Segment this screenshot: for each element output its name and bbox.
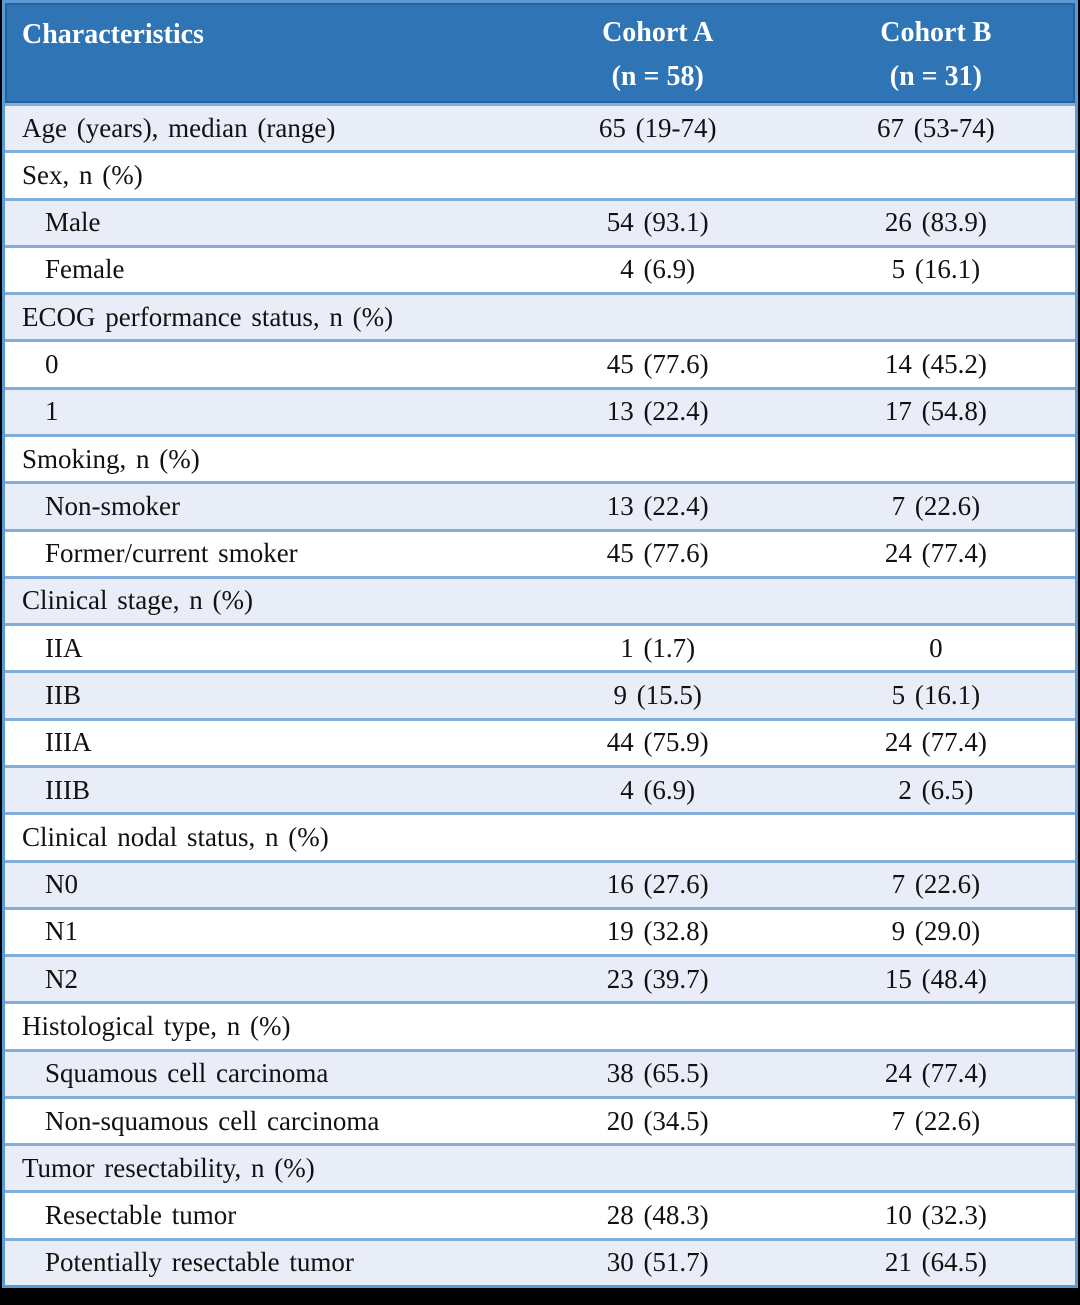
cohort-b-value: 24 (77.4) (884, 1058, 987, 1089)
row-label: Non-squamous cell carcinoma (45, 1105, 380, 1136)
row-label: Age (years), median (range) (22, 112, 336, 143)
cohort-a-value: 30 (51.7) (606, 1247, 709, 1278)
cohort-b-value: 21 (64.5) (884, 1247, 987, 1278)
row-label: Male (45, 207, 101, 238)
table-row: Smoking, n (%) (5, 433, 1075, 482)
row-label: IIIA (45, 727, 92, 758)
cohort-b-value: 7 (22.6) (891, 490, 981, 521)
row-label: IIIB (45, 774, 90, 805)
cohort-a-value: 44 (75.9) (606, 727, 709, 758)
row-label: Resectable tumor (45, 1200, 237, 1231)
cohort-b-value: 24 (77.4) (884, 727, 987, 758)
table-row: Non-smoker 13 (22.4) 7 (22.6) (5, 481, 1075, 529)
cohort-a-value: 1 (1.7) (620, 632, 696, 663)
row-label: Sex, n (%) (22, 159, 143, 190)
cohort-b-value: 14 (45.2) (884, 349, 987, 380)
cohort-a-value: 65 (19-74) (598, 112, 717, 143)
header-cohort-a: Cohort A (n = 58) (519, 3, 797, 103)
row-label: 1 (45, 396, 59, 427)
table-row: N1 19 (32.8) 9 (29.0) (5, 906, 1075, 955)
header-characteristics: Characteristics (22, 19, 204, 50)
cohort-a-value: 28 (48.3) (606, 1200, 709, 1231)
table-row: N2 23 (39.7) 15 (48.4) (5, 954, 1075, 1002)
table-row: Former/current smoker 45 (77.6) 24 (77.4… (5, 528, 1075, 576)
table-row: N0 16 (27.6) 7 (22.6) (5, 859, 1075, 907)
cohort-a-value: 4 (6.9) (620, 254, 696, 285)
row-label: Tumor resectability, n (%) (22, 1152, 315, 1183)
cohort-b-value: 67 (53-74) (877, 112, 995, 143)
row-label: Clinical nodal status, n (%) (22, 821, 329, 852)
table-row: Potentially resectable tumor 30 (51.7) 2… (5, 1237, 1075, 1286)
cohort-a-value: 13 (22.4) (606, 490, 709, 521)
row-label: 0 (45, 349, 59, 380)
table-row: Age (years), median (range) 65 (19-74) 6… (5, 103, 1075, 151)
table-row: IIIB 4 (6.9) 2 (6.5) (5, 764, 1075, 813)
table-row: Non-squamous cell carcinoma 20 (34.5) 7 … (5, 1095, 1075, 1144)
table-row: IIB 9 (15.5) 5 (16.1) (5, 670, 1075, 718)
cohort-b-value: 9 (29.0) (891, 916, 981, 947)
cohort-b-value: 15 (48.4) (884, 963, 987, 994)
cohort-b-value: 2 (6.5) (898, 774, 974, 805)
table-header-row: Characteristics Cohort A (n = 58) Cohort… (5, 3, 1075, 103)
cohort-a-value: 13 (22.4) (606, 396, 709, 427)
table-row: Squamous cell carcinoma 38 (65.5) 24 (77… (5, 1048, 1075, 1096)
cohort-b-n: (n = 31) (889, 61, 982, 92)
cohort-b-value: 7 (22.6) (891, 869, 981, 900)
row-label: Potentially resectable tumor (45, 1247, 354, 1278)
cohort-b-value: 0 (929, 632, 943, 663)
cohort-a-value: 23 (39.7) (606, 963, 709, 994)
cohort-b-value: 24 (77.4) (884, 538, 987, 569)
table-row: 0 45 (77.6) 14 (45.2) (5, 339, 1075, 387)
table-row: Histological type, n (%) (5, 1001, 1075, 1049)
cohort-a-value: 38 (65.5) (606, 1058, 709, 1089)
cohort-b-label: Cohort B (880, 17, 992, 48)
cohort-a-value: 45 (77.6) (606, 349, 709, 380)
cohort-a-value: 4 (6.9) (620, 774, 696, 805)
row-label: IIA (45, 632, 83, 663)
cohort-a-value: 9 (15.5) (613, 680, 702, 711)
cohort-a-value: 16 (27.6) (606, 869, 709, 900)
table-row: IIA 1 (1.7) 0 (5, 623, 1075, 671)
row-label: IIB (45, 680, 81, 711)
table-row: Sex, n (%) (5, 150, 1075, 198)
table-row: 1 13 (22.4) 17 (54.8) (5, 386, 1075, 434)
row-label: Smoking, n (%) (22, 443, 200, 474)
table-row: IIIA 44 (75.9) 24 (77.4) (5, 717, 1075, 765)
cohort-b-value: 7 (22.6) (891, 1105, 981, 1136)
table-body: Age (years), median (range) 65 (19-74) 6… (5, 103, 1075, 1286)
cohort-a-value: 19 (32.8) (606, 916, 709, 947)
row-label: Non-smoker (45, 490, 180, 521)
table-row: ECOG performance status, n (%) (5, 292, 1075, 340)
table-row: Resectable tumor 28 (48.3) 10 (32.3) (5, 1190, 1075, 1238)
header-cohort-b: Cohort B (n = 31) (797, 3, 1075, 103)
table-row: Clinical stage, n (%) (5, 575, 1075, 624)
cohort-b-value: 26 (83.9) (884, 207, 987, 238)
cohort-a-value: 54 (93.1) (606, 207, 709, 238)
row-label: N2 (45, 963, 78, 994)
row-label: N1 (45, 916, 78, 947)
cohort-a-value: 45 (77.6) (606, 538, 709, 569)
row-label: Squamous cell carcinoma (45, 1058, 329, 1089)
cohort-b-value: 17 (54.8) (884, 396, 987, 427)
cohort-b-value: 10 (32.3) (884, 1200, 987, 1231)
row-label: Female (45, 254, 125, 285)
cohort-a-n: (n = 58) (611, 61, 704, 92)
row-label: Histological type, n (%) (22, 1010, 291, 1041)
row-label: Clinical stage, n (%) (22, 585, 253, 616)
cohort-a-value: 20 (34.5) (606, 1105, 709, 1136)
row-label: Former/current smoker (45, 538, 298, 569)
cohort-b-value: 5 (16.1) (891, 254, 981, 285)
row-label: ECOG performance status, n (%) (22, 301, 394, 332)
table-row: Male 54 (93.1) 26 (83.9) (5, 197, 1075, 245)
cohort-a-label: Cohort A (602, 17, 714, 48)
cohort-b-value: 5 (16.1) (891, 680, 981, 711)
row-label: N0 (45, 869, 78, 900)
table-row: Tumor resectability, n (%) (5, 1143, 1075, 1191)
table-row: Clinical nodal status, n (%) (5, 812, 1075, 860)
table-row: Female 4 (6.9) 5 (16.1) (5, 244, 1075, 293)
